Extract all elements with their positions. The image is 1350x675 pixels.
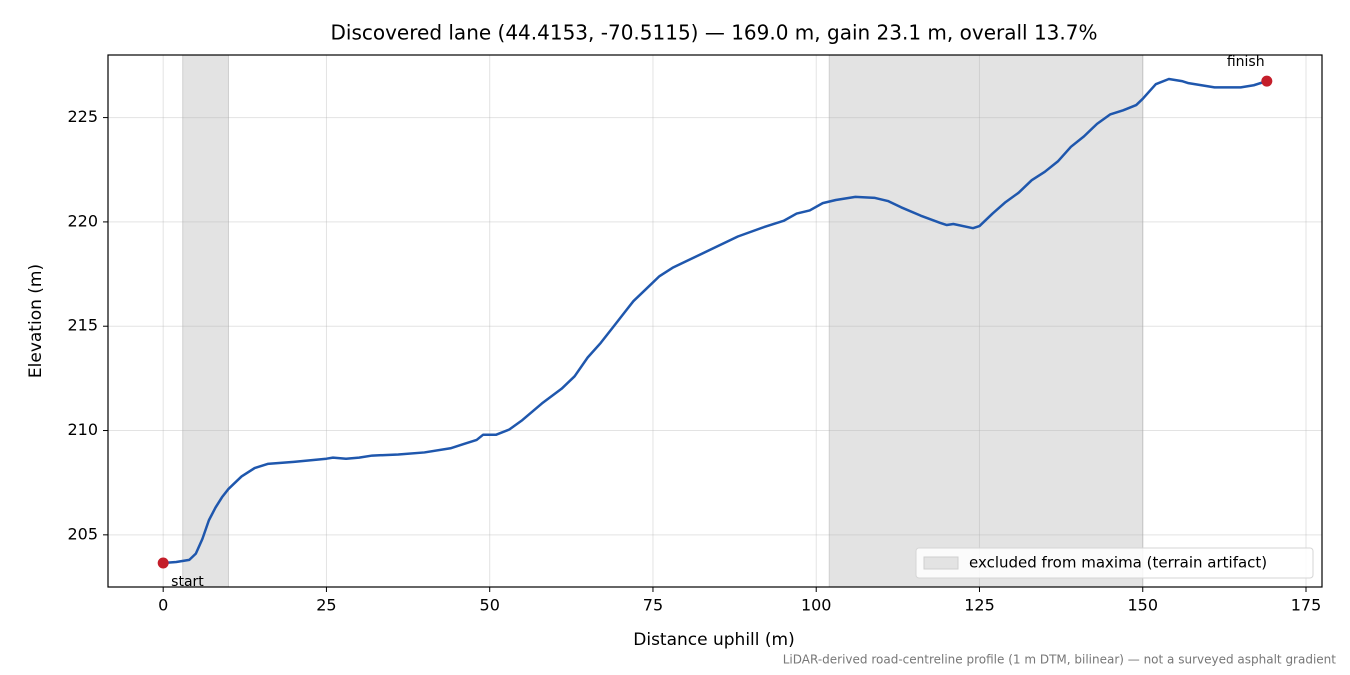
legend-box	[915, 547, 1314, 579]
x-tick-label: 75	[643, 596, 663, 615]
x-tick-label: 50	[480, 596, 500, 615]
endpoint-marker	[1261, 75, 1273, 87]
endpoint-marker	[157, 557, 169, 569]
y-tick-label: 205	[67, 524, 98, 543]
x-tick-label: 175	[1291, 596, 1322, 615]
x-tick-label: 0	[158, 596, 168, 615]
x-tick-label: 125	[964, 596, 995, 615]
y-tick-label: 220	[67, 211, 98, 230]
endpoint-label: start	[171, 574, 204, 590]
excluded-span	[182, 54, 229, 588]
legend-label: excluded from maxima (terrain artifact)	[969, 554, 1267, 572]
x-tick-label: 150	[1127, 596, 1158, 615]
plot-frame	[107, 54, 1323, 588]
y-axis-label: Elevation (m)	[26, 264, 46, 378]
y-tick-label: 215	[67, 316, 98, 335]
legend-swatch	[923, 556, 959, 570]
x-axis-label: Distance uphill (m)	[633, 630, 794, 650]
footnote: LiDAR-derived road-centreline profile (1…	[783, 653, 1337, 667]
excluded-span	[828, 54, 1144, 588]
x-tick-label: 100	[801, 596, 832, 615]
legend: excluded from maxima (terrain artifact)	[915, 547, 1314, 579]
y-tick-label: 225	[67, 107, 98, 126]
chart-title: Discovered lane (44.4153, -70.5115) — 16…	[330, 21, 1097, 45]
y-tick-label: 210	[67, 420, 98, 439]
elevation-line	[163, 77, 1268, 565]
x-tick-label: 25	[316, 596, 336, 615]
endpoint-label: finish	[1227, 54, 1265, 70]
